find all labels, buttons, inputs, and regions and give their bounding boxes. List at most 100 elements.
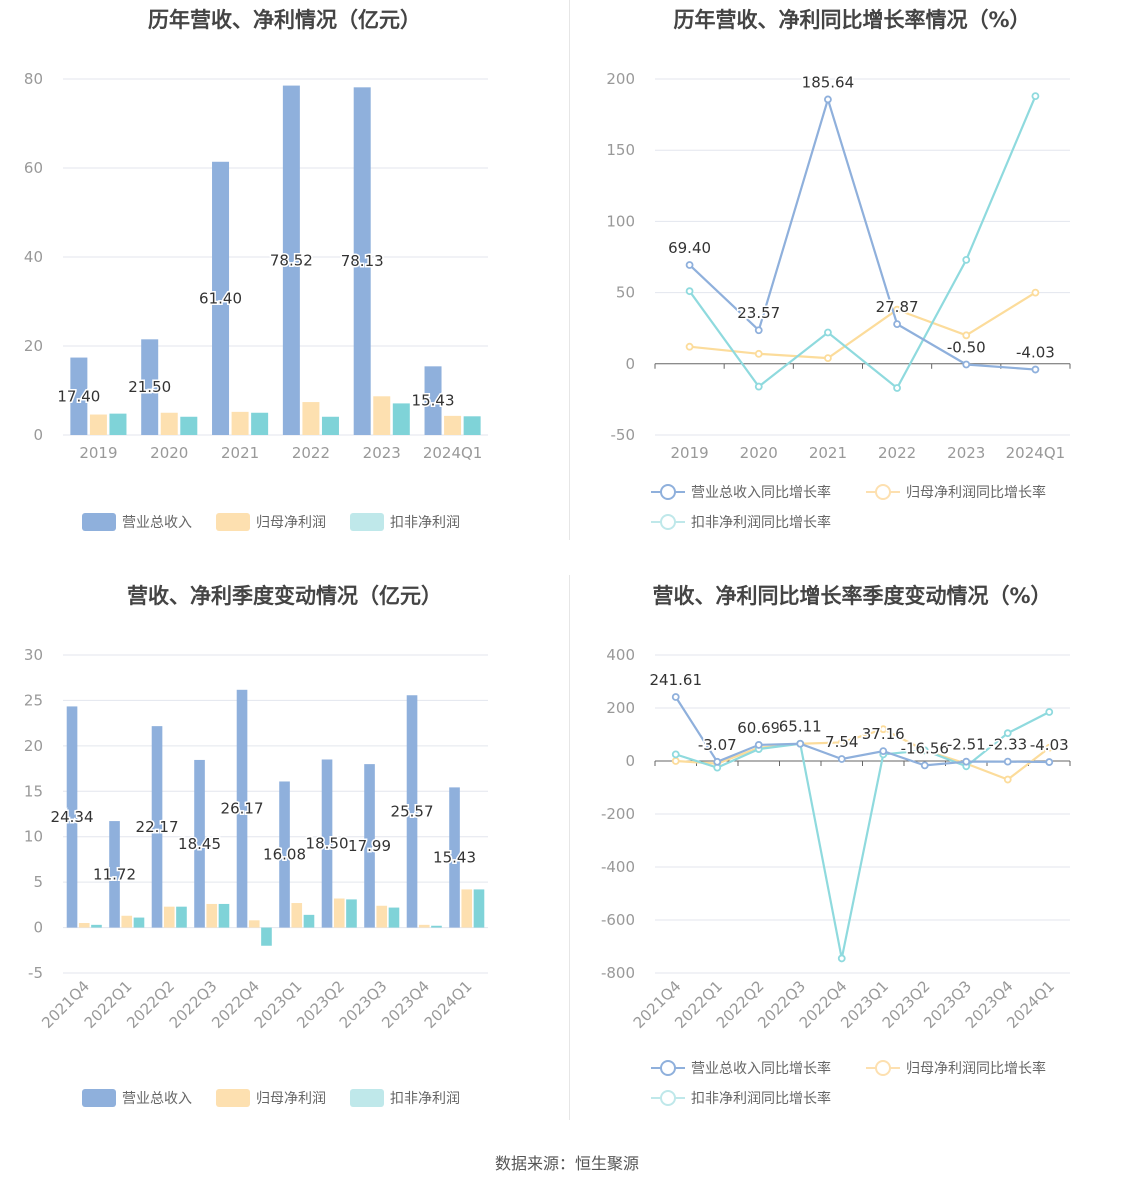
- bar: [194, 759, 205, 928]
- legend-swatch: [216, 1089, 250, 1107]
- legend-label: 归母净利润: [256, 515, 326, 531]
- bar: [333, 898, 345, 928]
- data-point: [962, 331, 971, 340]
- y-tick-label: -5: [28, 964, 43, 982]
- data-label: 22.17: [136, 818, 179, 836]
- annual-line-chart: -50 0 50 100 150 200 2019 2020 2021 2022 2023 2024Q…: [606, 70, 1071, 462]
- data-point: [1031, 365, 1040, 374]
- series-line: [689, 291, 1036, 360]
- y-tick-label: 15: [24, 782, 43, 800]
- legend-item-revenue[interactable]: 营业总收入: [82, 512, 192, 532]
- bar: [321, 416, 339, 435]
- data-label: 241.61: [650, 671, 703, 689]
- legend-label: 营业总收入: [122, 1091, 192, 1107]
- bar: [431, 925, 442, 928]
- y-tick-label: -400: [601, 858, 635, 876]
- legend-item-revenue-growth[interactable]: 营业总收入同比增长率: [651, 1058, 831, 1078]
- data-label: 16.08: [263, 846, 306, 864]
- data-point: [671, 757, 680, 765]
- y-tick-label: 100: [606, 212, 635, 230]
- x-tick-label: 2021: [221, 444, 259, 462]
- bar: [109, 413, 127, 435]
- legend-item-parent-growth[interactable]: 归母净利润同比增长率: [866, 482, 1046, 502]
- legend-item-revenue[interactable]: 营业总收入: [82, 1088, 192, 1108]
- x-tick-label: 2020: [740, 444, 778, 462]
- series-line: [674, 696, 1050, 767]
- y-tick-label: -50: [611, 426, 636, 444]
- chart-title: 历年营收、净利情况（亿元）: [148, 8, 421, 32]
- legend-item-deducted-growth[interactable]: 扣非净利润同比增长率: [651, 512, 831, 532]
- data-label: -16.56: [901, 739, 949, 757]
- bar: [302, 402, 320, 435]
- legend-item-parent-growth[interactable]: 归母净利润同比增长率: [866, 1058, 1046, 1078]
- legend-swatch: [350, 1089, 384, 1107]
- y-tick-label: -200: [601, 805, 635, 823]
- data-label: 25.57: [391, 802, 434, 820]
- data-point: [962, 360, 971, 369]
- data-label: 18.50: [306, 835, 349, 853]
- data-point: [1003, 729, 1012, 738]
- data-label: -0.50: [947, 339, 986, 357]
- bar: [282, 85, 300, 435]
- bar: [180, 416, 198, 435]
- bar: [163, 906, 175, 928]
- x-tick-label: 2020: [150, 444, 188, 462]
- legend-swatch: [651, 483, 685, 501]
- bar: [406, 695, 418, 928]
- data-label: -4.03: [1016, 344, 1055, 362]
- legend-item-deducted-growth[interactable]: 扣非净利润同比增长率: [651, 1088, 831, 1108]
- bar: [463, 416, 481, 435]
- bar: [248, 920, 260, 928]
- bar: [373, 396, 391, 435]
- y-tick-label: 0: [33, 919, 43, 937]
- legend-item-parent-profit[interactable]: 归母净利润: [216, 512, 326, 532]
- y-tick-label: 80: [24, 70, 43, 88]
- bar: [141, 339, 159, 435]
- legend-swatch: [651, 1089, 685, 1107]
- data-point: [754, 382, 763, 391]
- data-point: [893, 384, 901, 392]
- data-point: [671, 693, 680, 701]
- bar: [449, 787, 460, 928]
- bar: [444, 415, 462, 435]
- data-label: 69.40: [668, 239, 711, 257]
- bar: [151, 726, 163, 928]
- data-label: 78.52: [270, 251, 313, 269]
- y-tick-label: -800: [601, 964, 635, 982]
- chart-title: 营收、净利季度变动情况（亿元）: [127, 584, 442, 608]
- legend-item-revenue-growth[interactable]: 营业总收入同比增长率: [651, 482, 831, 502]
- data-source-note: 数据来源：恒生聚源: [494, 1154, 639, 1173]
- data-label: 78.13: [341, 252, 384, 270]
- data-point: [824, 95, 832, 104]
- legend-item-parent-profit[interactable]: 归母净利润: [216, 1088, 326, 1108]
- y-tick-label: 5: [33, 873, 43, 891]
- legend-item-deducted-profit[interactable]: 扣非净利润: [350, 512, 460, 532]
- legend-item-deducted-profit[interactable]: 扣非净利润: [350, 1088, 460, 1108]
- series-line: [675, 728, 1050, 781]
- data-label: 15.43: [433, 848, 476, 866]
- y-tick-label: 60: [24, 159, 43, 177]
- x-tick-label: 2019: [670, 444, 708, 462]
- y-tick-label: 50: [616, 284, 635, 302]
- legend-swatch: [866, 483, 900, 501]
- bar: [353, 87, 371, 435]
- bar: [473, 889, 485, 928]
- data-point: [920, 746, 929, 755]
- bar: [231, 411, 249, 435]
- bar: [388, 907, 400, 928]
- data-label: 26.17: [221, 800, 264, 818]
- y-tick-label: 150: [606, 141, 635, 159]
- panel-quarterly-revenue-profit: 营收、净利季度变动情况（亿元） -5 0 5 10 15 20 25 30 2021Q4 2022…: [0, 576, 569, 1136]
- bar: [218, 903, 230, 928]
- data-label: 23.57: [737, 304, 780, 322]
- legend-label: 归母净利润: [256, 1091, 326, 1107]
- y-tick-label: 10: [24, 828, 43, 846]
- bar: [364, 764, 375, 928]
- data-label: 65.11: [779, 718, 822, 736]
- data-label: -3.07: [698, 736, 737, 754]
- bar: [133, 917, 145, 928]
- legend-swatch: [651, 1059, 685, 1077]
- data-point: [754, 741, 763, 749]
- bar: [392, 403, 410, 435]
- data-point: [1031, 92, 1040, 100]
